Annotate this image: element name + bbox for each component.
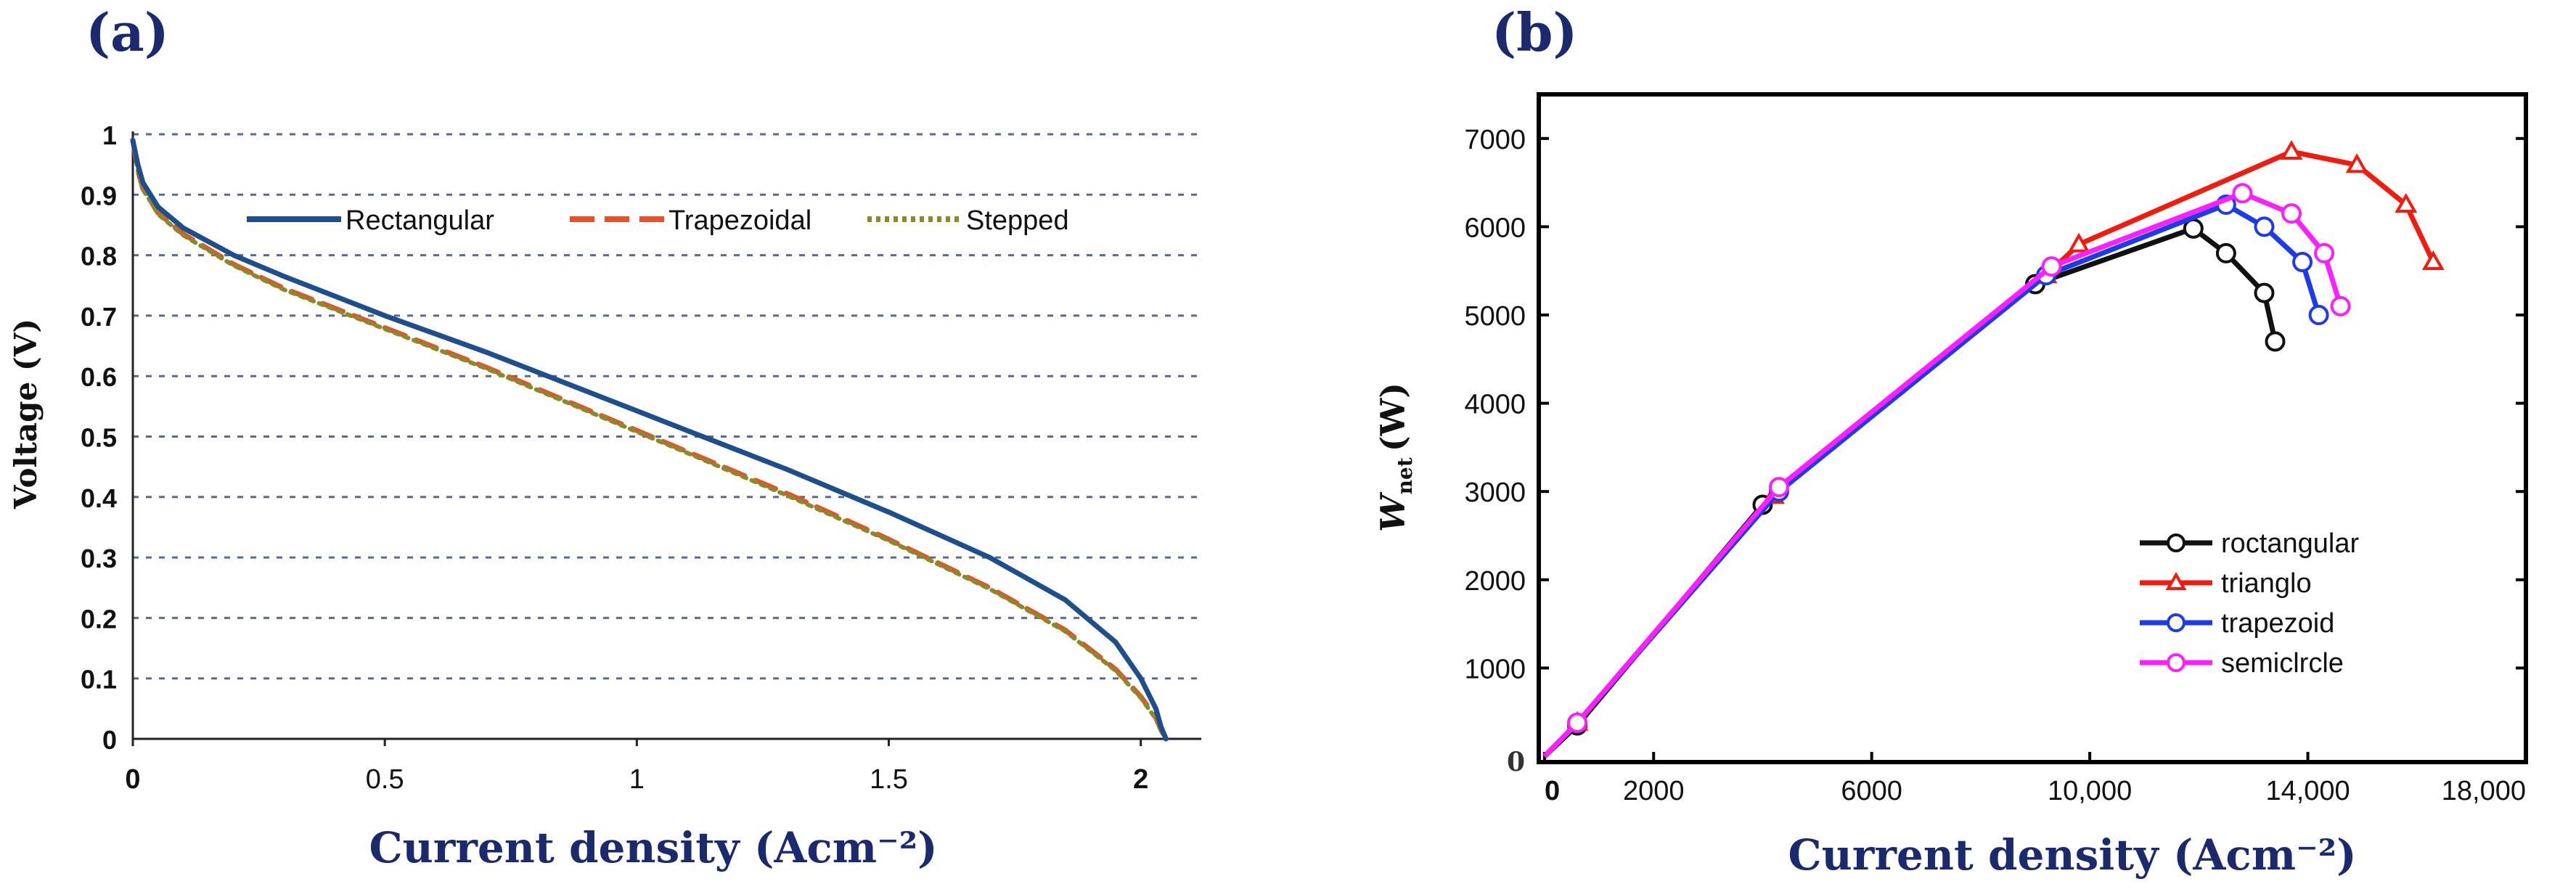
- panel-a-legend-label: Trapezoidal: [668, 205, 811, 236]
- panel-b-x-tick-label: 18,000: [2442, 776, 2526, 806]
- panel-b-point-trianglo: [2067, 232, 2090, 253]
- panel-a-y-tick-label: 0.1: [81, 665, 117, 695]
- svg-text:Wnet(W): Wnet (W): [1373, 382, 1417, 532]
- panel-a-legend-label: Stepped: [966, 205, 1069, 236]
- panel-b-y-axis-label: Wnet (W): [1373, 382, 1417, 532]
- panel-a-legend-label: Rectangular: [345, 205, 494, 236]
- panel-b-point-trapezoid: [2254, 216, 2275, 237]
- panel-b-point-trianglo: [2345, 153, 2368, 173]
- panel-b-y-tick-label: 1000: [1464, 654, 1526, 684]
- panel-a-y-tick-label: 0.9: [81, 181, 117, 210]
- panel-b-y-tick-label: 7000: [1464, 125, 1526, 155]
- panel-b-plot-frame: [1537, 92, 2528, 764]
- panel-b-series-line-trapezoid: [1542, 202, 2321, 758]
- panel-b-legend-marker: [2167, 613, 2185, 632]
- panel-a-y-tick-labels: 0 0.1 0.2 0.3 0.4 0.5 0.6 0.7 0.8 0.9 1: [81, 120, 117, 755]
- panel-b: (b) 1000 2000 3000 4000 5000 6000 7000 0 2000 60…: [1373, 1, 2528, 880]
- panel-b-y-tick-label: 6000: [1464, 213, 1526, 243]
- panel-b-y-tick-labels: 1000 2000 3000 4000 5000 6000 7000: [1464, 125, 1526, 685]
- panel-b-x-tick-labels: 0 2000 6000 10,000 14,000 18,000: [1545, 776, 2526, 806]
- panel-b-legend-label: trapezoid: [2221, 608, 2334, 639]
- panel-b-point-semiclrcle: [2041, 256, 2062, 277]
- panel-a-y-tick-label: 0.2: [81, 604, 117, 634]
- panel-b-origin-label: 0: [1507, 747, 1525, 777]
- panel-a-y-axis-label: Voltage (V): [8, 319, 44, 510]
- panel-a-y-tick-label: 0.4: [81, 483, 117, 513]
- panel-b-series-line-roctangular: [1542, 226, 2278, 758]
- panel-a-y-tick-label: 0.5: [81, 423, 117, 453]
- panel-a-x-tick-label: 2: [1133, 764, 1148, 795]
- panel-b-point-semiclrcle: [2232, 183, 2253, 204]
- panel-b-legend-label: semiclrcle: [2221, 648, 2344, 679]
- panel-b-legend-marker: [2167, 653, 2185, 672]
- panel-b-legend-marker: [2167, 533, 2185, 552]
- panel-b-point-roctangular: [2265, 331, 2286, 352]
- panel-b-y-tick-label: 3000: [1464, 478, 1526, 508]
- panel-b-point-semiclrcle: [1567, 712, 1588, 733]
- panel-b-legend-label: roctangular: [2221, 528, 2359, 559]
- panel-b-point-semiclrcle: [1768, 477, 1789, 498]
- panel-b-point-semiclrcle: [2330, 295, 2351, 316]
- panel-b-y-axis-label-main: W: [1373, 491, 1412, 532]
- panel-a-x-tick-label: 1: [629, 764, 645, 795]
- panel-b-series: [1542, 140, 2445, 758]
- panel-a-series-line-stepped: [131, 138, 1169, 741]
- panel-b-point-trianglo: [2280, 140, 2303, 160]
- panel-a-x-tick-label: 1.5: [870, 764, 908, 795]
- panel-a-y-tick-label: 0.6: [81, 362, 117, 392]
- panel-a-series-line-rectangular: [130, 137, 1169, 742]
- panel-b-y-axis-label-sub: net: [1393, 457, 1417, 494]
- panel-b-x-tick-label: 6000: [1841, 776, 1902, 806]
- panel-b-legend: roctangular trianglo trapezoid semiclrcle: [2140, 528, 2359, 679]
- panel-a-axes: [131, 131, 1201, 746]
- panel-b-x-tick-label: 2000: [1623, 776, 1685, 806]
- panel-a-x-axis-label: Current density (Acm⁻²): [369, 823, 937, 872]
- panel-a-x-tick-labels: 0 0.5 1 1.5 2: [125, 764, 1148, 795]
- panel-b-point-semiclrcle: [2314, 242, 2335, 263]
- panel-a: (a) 0 0.1 0.2 0.3 0.4 0.5 0.6 0.7 0.8 0.9 1 0 0.5 1 1…: [8, 1, 1201, 872]
- panel-b-y-tick-label: 5000: [1464, 301, 1526, 332]
- panel-a-y-tick-label: 0.7: [81, 302, 117, 332]
- panel-b-point-trianglo: [2395, 192, 2418, 213]
- panel-a-series: [130, 137, 1169, 742]
- panel-b-y-axis-label-unit: (W): [1373, 382, 1412, 451]
- panel-b-x-axis-label: Current density (Acm⁻²): [1788, 830, 2356, 880]
- panel-b-point-trapezoid: [2292, 252, 2313, 273]
- panel-b-legend-marker: [2165, 572, 2187, 590]
- panel-b-x-tick-label: 14,000: [2265, 776, 2350, 806]
- panel-a-x-tick-label: 0: [125, 764, 140, 795]
- panel-a-legend: Rectangular Trapezoidal Stepped: [247, 205, 1069, 236]
- panel-a-x-tick-label: 0.5: [366, 764, 404, 795]
- panel-b-x-tick-label: 10,000: [2048, 776, 2132, 806]
- panel-a-y-tick-label: 0: [102, 725, 117, 755]
- panel-b-legend-label: trianglo: [2221, 568, 2312, 599]
- panel-a-y-tick-label: 1: [102, 120, 117, 150]
- panel-b-y-tick-label: 4000: [1464, 390, 1526, 420]
- panel-b-point-semiclrcle: [2281, 203, 2302, 224]
- panel-b-y-tick-label: 2000: [1464, 566, 1526, 597]
- panel-a-y-tick-label: 0.3: [81, 544, 117, 573]
- panel-b-point-trapezoid: [2308, 305, 2329, 325]
- panel-b-point-roctangular: [2215, 242, 2236, 263]
- panel-b-point-roctangular: [2254, 282, 2275, 303]
- panel-a-y-tick-label: 0.8: [81, 242, 117, 271]
- panel-b-x-tick-label: 0: [1545, 776, 1560, 806]
- panel-b-label: (b): [1492, 1, 1577, 63]
- panel-a-label: (a): [86, 1, 169, 63]
- panel-a-gridlines: [133, 133, 1201, 680]
- panel-b-tick-marks: [1539, 136, 2527, 762]
- panel-b-point-trianglo: [2421, 250, 2445, 271]
